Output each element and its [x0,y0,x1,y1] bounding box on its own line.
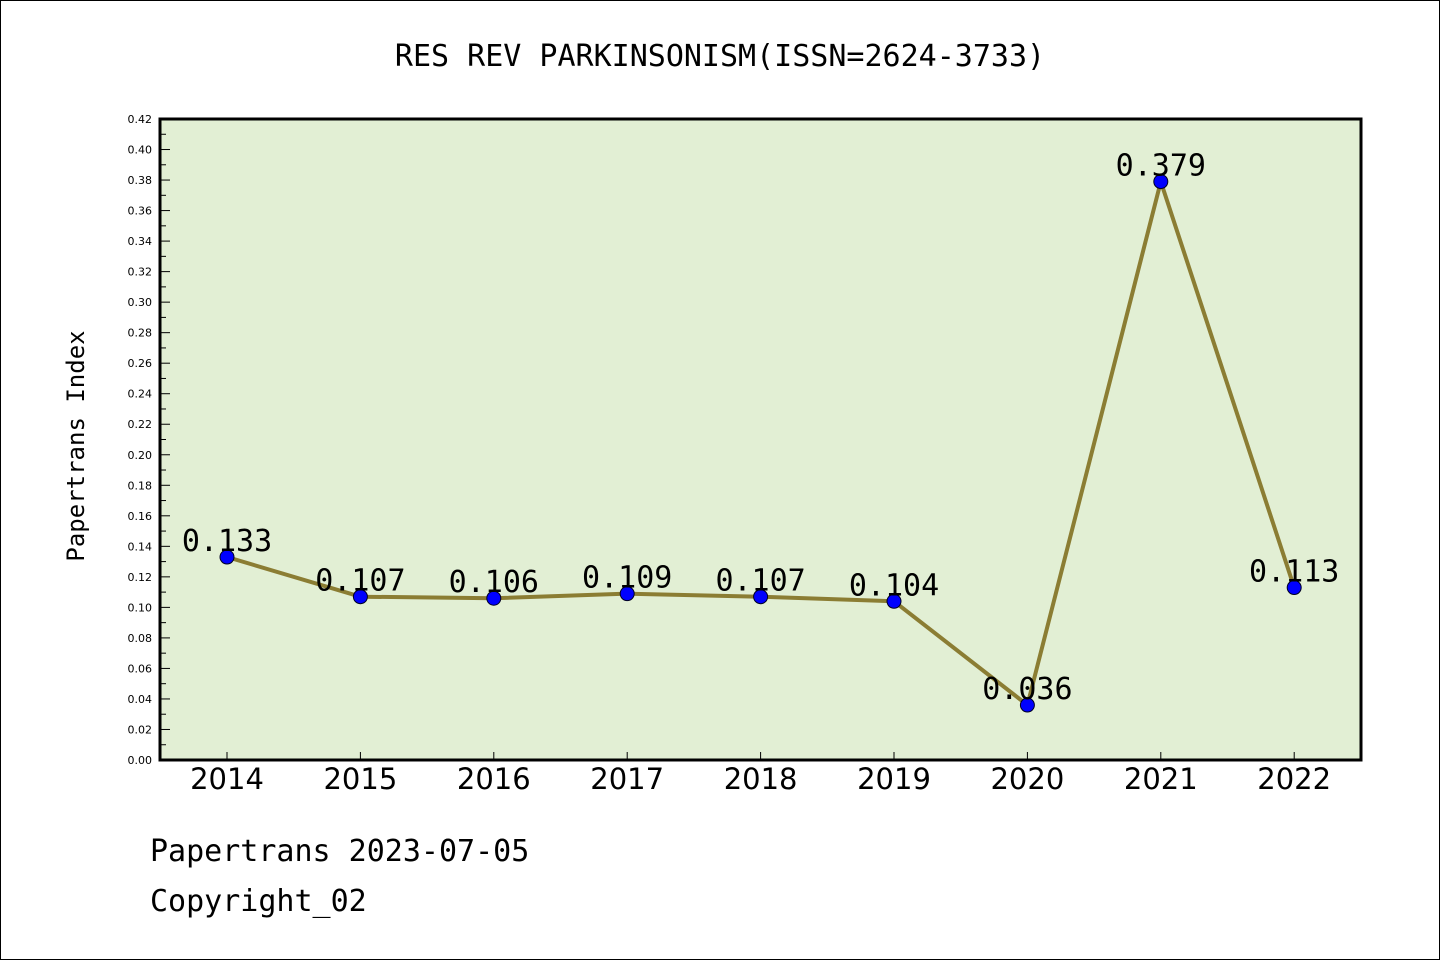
x-tick-label: 2015 [323,762,397,796]
x-tick-label: 2014 [190,762,264,796]
data-label-2019: 0.104 [849,568,939,603]
data-label-2020: 0.036 [982,672,1072,707]
data-point-2017 [619,586,635,602]
y-tick-label: 0.26 [128,357,153,370]
x-tick-label: 2017 [590,762,664,796]
y-tick-label: 0.36 [128,205,153,218]
y-tick-label: 0.02 [128,723,153,736]
plot-area [160,119,1361,760]
data-label-2022: 0.113 [1249,555,1339,590]
y-tick-label: 0.06 [128,662,153,675]
data-labels: 0.133 0.107 0.106 0.109 0.107 0.104 0.036 0.379… [182,149,1340,707]
x-tick-label: 2018 [724,762,798,796]
y-tick-label: 0.18 [128,479,153,492]
y-tick-label: 0.24 [128,388,153,401]
y-tick-label: 0.08 [128,632,153,645]
data-point-2014 [219,549,235,565]
y-axis: 0.00 0.02 0.04 0.06 0.08 0.10 0.12 0.14 0.16 0.18… [128,113,170,767]
data-label-2014: 0.133 [182,524,272,559]
x-tick-label: 2016 [457,762,531,796]
x-tick-label: 2022 [1257,762,1331,796]
x-axis: 2014 2015 2016 2017 2018 2019 2020 2021 2022 [190,752,1331,796]
chart-title: RES REV PARKINSONISM(ISSN=2624-3733) [395,39,1045,74]
y-tick-label: 0.40 [128,144,153,157]
y-tick-label: 0.10 [128,601,153,614]
y-axis-label: Papertrans Index [62,330,90,561]
data-label-2017: 0.109 [582,561,672,596]
x-tick-label: 2019 [857,762,931,796]
y-tick-label: 0.20 [128,449,153,462]
y-tick-label: 0.14 [128,540,153,553]
data-point-2019 [886,593,902,609]
footer-copyright: Copyright_02 [150,884,367,919]
data-label-2018: 0.107 [715,564,805,599]
data-point-2016 [486,590,502,606]
footer-date: Papertrans 2023-07-05 [150,834,530,869]
y-tick-label: 0.16 [128,510,153,523]
data-point-2022 [1286,580,1302,596]
y-tick-label: 0.00 [128,754,153,767]
x-tick-label: 2020 [990,762,1064,796]
data-label-2021: 0.379 [1116,149,1206,184]
plot-border [158,117,1363,762]
data-point-2020 [1019,697,1035,713]
y-tick-label: 0.04 [128,693,153,706]
y-tick-label: 0.22 [128,418,153,431]
y-tick-label: 0.42 [128,113,153,126]
y-tick-label: 0.34 [128,235,153,248]
data-point-2018 [753,589,769,605]
y-tick-label: 0.28 [128,327,153,340]
y-tick-label: 0.30 [128,296,153,309]
data-points [219,174,1302,713]
x-tick-label: 2021 [1124,762,1198,796]
data-point-2021 [1153,174,1169,190]
data-point-2015 [352,589,368,605]
y-tick-label: 0.32 [128,266,153,279]
data-label-2016: 0.106 [449,565,539,600]
data-label-2015: 0.107 [315,564,405,599]
y-tick-label: 0.12 [128,571,153,584]
y-tick-label: 0.38 [128,174,153,187]
